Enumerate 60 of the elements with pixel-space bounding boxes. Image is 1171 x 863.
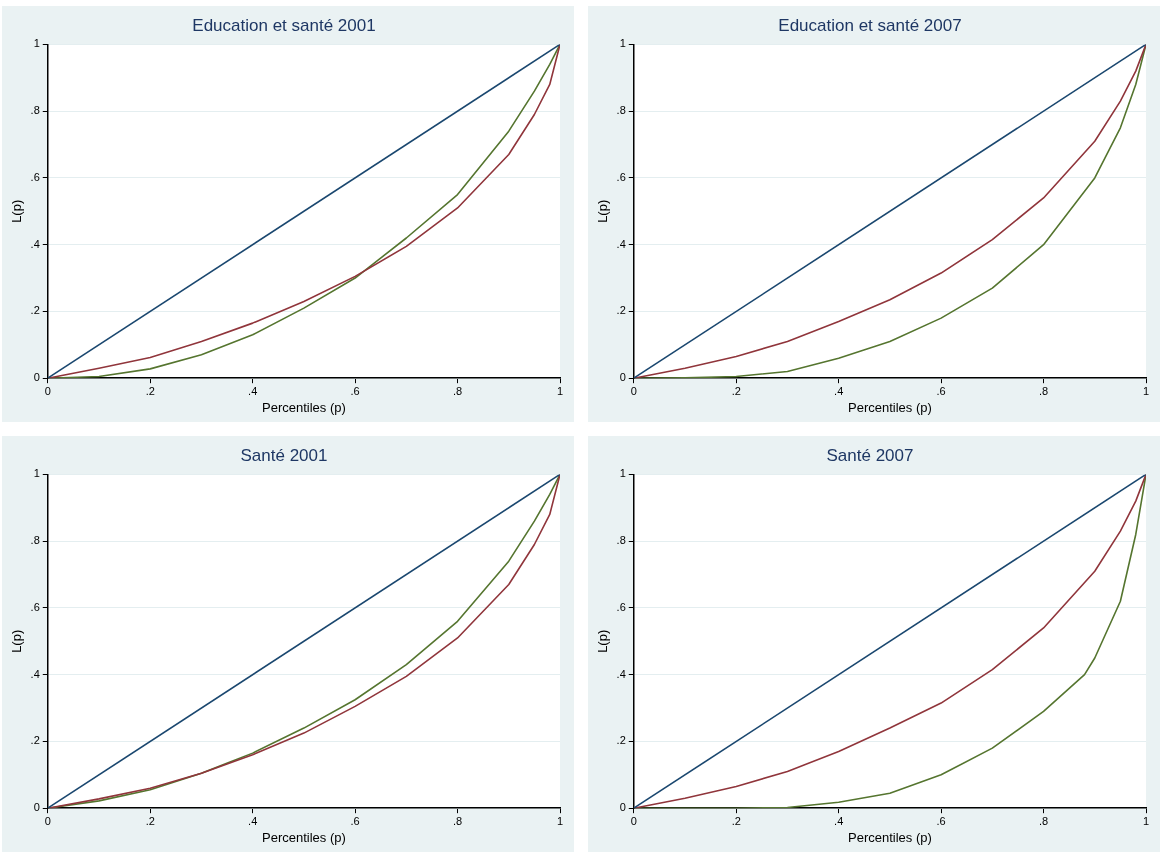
y-tick-label: .6: [616, 170, 626, 183]
chart-title: Santé 2001: [240, 445, 328, 465]
x-tick-label: .6: [350, 384, 360, 397]
y-axis-title: L(p): [9, 199, 25, 223]
y-tick-label: .4: [30, 667, 40, 680]
x-axis-title: Percentiles (p): [261, 829, 346, 845]
x-tick-label: .8: [1038, 814, 1049, 827]
y-axis-title: L(p): [595, 629, 611, 653]
x-tick-label: .2: [731, 814, 741, 827]
y-tick-label: 0: [33, 801, 40, 814]
y-tick-label: .2: [616, 734, 626, 747]
y-tick-label: .4: [616, 667, 626, 680]
y-tick-label: 0: [619, 801, 626, 814]
x-tick-label: .8: [452, 384, 463, 397]
y-axis-title: L(p): [9, 629, 25, 653]
x-axis-title: Percentiles (p): [261, 399, 346, 415]
x-tick-label: .4: [248, 814, 258, 827]
x-tick-label: 0: [44, 814, 51, 827]
x-tick-label: .4: [834, 814, 844, 827]
x-tick-label: 1: [556, 814, 564, 827]
x-tick-label: .2: [145, 384, 155, 397]
y-axis-title: L(p): [595, 199, 611, 223]
x-tick-label: .2: [731, 384, 741, 397]
y-tick-label: 1: [619, 467, 626, 480]
chart-title: Education et santé 2007: [778, 15, 962, 35]
y-tick-label: .2: [30, 304, 40, 317]
y-tick-label: .6: [30, 600, 40, 613]
y-tick-label: .4: [30, 237, 40, 250]
chart-title: Education et santé 2001: [192, 15, 376, 35]
x-tick-label: 1: [556, 384, 564, 397]
y-tick-label: 1: [619, 37, 626, 50]
y-tick-label: 1: [33, 467, 40, 480]
y-tick-label: 0: [619, 371, 626, 384]
y-tick-label: 1: [33, 37, 40, 50]
y-tick-label: .2: [30, 734, 40, 747]
y-tick-label: .6: [616, 600, 626, 613]
chart-title: Santé 2007: [826, 445, 914, 465]
x-axis-title: Percentiles (p): [847, 829, 932, 845]
x-tick-label: .2: [145, 814, 155, 827]
x-tick-label: .4: [248, 384, 258, 397]
x-tick-label: .8: [1038, 384, 1049, 397]
x-tick-label: 1: [1142, 814, 1150, 827]
x-tick-label: .8: [452, 814, 463, 827]
y-tick-label: .8: [616, 104, 626, 117]
x-tick-label: 1: [1142, 384, 1150, 397]
x-tick-label: 0: [630, 384, 637, 397]
x-tick-label: .6: [936, 384, 946, 397]
y-tick-label: .8: [30, 534, 40, 547]
x-axis-title: Percentiles (p): [847, 399, 932, 415]
x-tick-label: .6: [350, 814, 360, 827]
x-tick-label: 0: [630, 814, 637, 827]
y-tick-label: .8: [30, 104, 40, 117]
x-tick-label: 0: [44, 384, 51, 397]
y-tick-label: .8: [616, 534, 626, 547]
y-tick-label: .2: [616, 304, 626, 317]
y-tick-label: .4: [616, 237, 626, 250]
x-tick-label: .6: [936, 814, 946, 827]
y-tick-label: .6: [30, 170, 40, 183]
y-tick-label: 0: [33, 371, 40, 384]
x-tick-label: .4: [834, 384, 844, 397]
